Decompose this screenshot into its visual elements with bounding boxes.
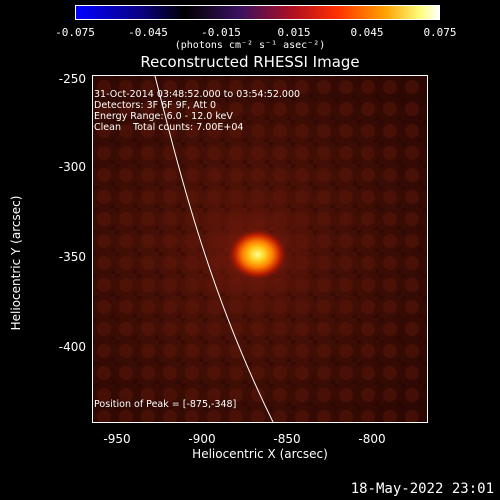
annotation-time: 31-Oct-2014 03:48:52.000 to 03:54:52.000 — [94, 89, 301, 100]
colorbar-tick: 0.045 — [350, 26, 384, 39]
colorbar-tick: -0.045 — [128, 26, 168, 39]
annotation-peak: Position of Peak = [-875,-348] — [94, 399, 237, 410]
colorbar-tick: -0.075 — [55, 26, 95, 39]
solar-limb-line — [154, 76, 274, 422]
x-tick-label: -800 — [358, 432, 386, 446]
heatmap-svg — [93, 76, 427, 422]
y-tick-label: -300 — [58, 160, 86, 174]
y-tick-label: -250 — [58, 72, 86, 86]
colorbar-tick: -0.015 — [201, 26, 241, 39]
colorbar-tick: 0.075 — [423, 26, 457, 39]
colorbar — [75, 5, 440, 20]
heatmap-image: 31-Oct-2014 03:48:52.000 to 03:54:52.000… — [92, 75, 428, 423]
y-tick-label: -350 — [58, 250, 86, 264]
annotation-clean: Clean Total counts: 7.00E+04 — [94, 122, 244, 133]
x-tick-label: -950 — [103, 432, 131, 446]
flare-source — [227, 228, 288, 281]
y-axis-label: Heliocentric Y (arcsec) — [9, 195, 23, 331]
y-tick-label: -400 — [58, 340, 86, 354]
x-axis-label: Heliocentric X (arcsec) — [192, 447, 328, 461]
plot-title: Reconstructed RHESSI Image — [140, 53, 360, 71]
plot-timestamp: 18-May-2022 23:01 — [350, 481, 494, 497]
x-tick-label: -850 — [273, 432, 301, 446]
x-tick-label: -900 — [188, 432, 216, 446]
colorbar-tick: 0.015 — [277, 26, 311, 39]
colorbar-unit-label: (photons cm⁻² s⁻¹ asec⁻²) — [174, 40, 326, 51]
annotation-detectors: Detectors: 3F 6F 9F, Att 0 — [94, 100, 217, 111]
annotation-energy: Energy Range: 6.0 - 12.0 keV — [94, 111, 233, 122]
